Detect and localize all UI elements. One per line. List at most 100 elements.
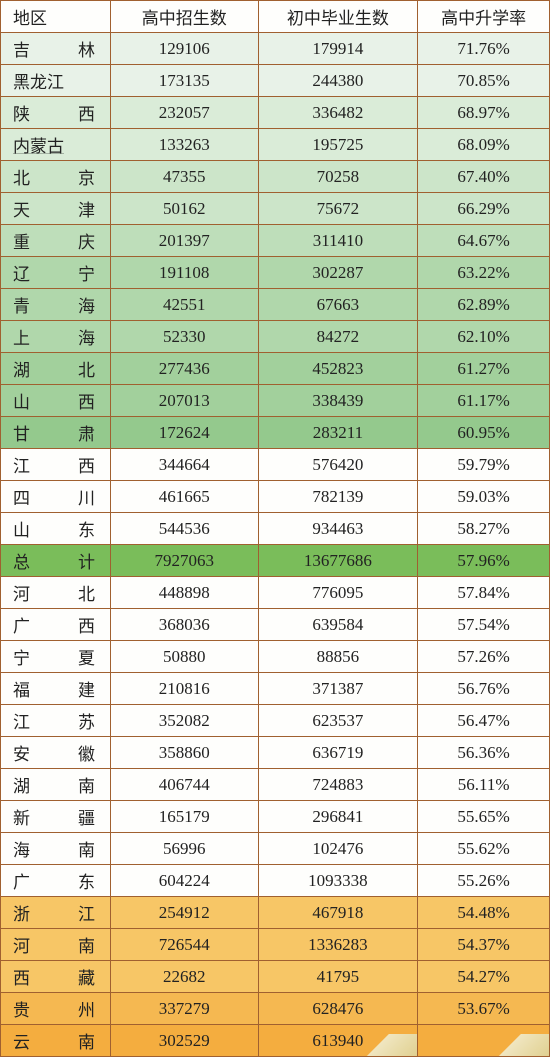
cell-grad: 296841 bbox=[258, 801, 418, 833]
cell-enroll: 604224 bbox=[110, 865, 258, 897]
cell-region: 江苏 bbox=[1, 705, 111, 737]
cell-region: 西藏 bbox=[1, 961, 111, 993]
cell-rate: 63.22% bbox=[418, 257, 550, 289]
cell-rate: 58.27% bbox=[418, 513, 550, 545]
table-row: 贵州33727962847653.67% bbox=[1, 993, 550, 1025]
cell-region: 黑龙江 bbox=[1, 65, 111, 97]
col-region: 地区 bbox=[1, 1, 111, 33]
cell-grad: 13677686 bbox=[258, 545, 418, 577]
cell-region: 贵州 bbox=[1, 993, 111, 1025]
table-row: 宁夏508808885657.26% bbox=[1, 641, 550, 673]
cell-enroll: 50162 bbox=[110, 193, 258, 225]
cell-region: 河北 bbox=[1, 577, 111, 609]
cell-rate: 54.37% bbox=[418, 929, 550, 961]
cell-rate: 64.67% bbox=[418, 225, 550, 257]
table-row: 江苏35208262353756.47% bbox=[1, 705, 550, 737]
table-row: 甘肃17262428321160.95% bbox=[1, 417, 550, 449]
cell-rate: 61.17% bbox=[418, 385, 550, 417]
cell-enroll: 165179 bbox=[110, 801, 258, 833]
cell-grad: 75672 bbox=[258, 193, 418, 225]
cell-region: 广东 bbox=[1, 865, 111, 897]
table-row: 安徽35886063671956.36% bbox=[1, 737, 550, 769]
cell-enroll: 210816 bbox=[110, 673, 258, 705]
enrollment-rate-table: 地区 高中招生数 初中毕业生数 高中升学率 吉林12910617991471.7… bbox=[0, 0, 550, 1057]
table-row: 山东54453693446358.27% bbox=[1, 513, 550, 545]
table-row: 西藏226824179554.27% bbox=[1, 961, 550, 993]
cell-rate bbox=[418, 1025, 550, 1057]
cell-enroll: 201397 bbox=[110, 225, 258, 257]
cell-grad: 1336283 bbox=[258, 929, 418, 961]
table-row: 新疆16517929684155.65% bbox=[1, 801, 550, 833]
cell-rate: 53.67% bbox=[418, 993, 550, 1025]
cell-region: 四川 bbox=[1, 481, 111, 513]
cell-enroll: 544536 bbox=[110, 513, 258, 545]
cell-grad: 724883 bbox=[258, 769, 418, 801]
cell-grad: 338439 bbox=[258, 385, 418, 417]
cell-region: 河南 bbox=[1, 929, 111, 961]
cell-rate: 60.95% bbox=[418, 417, 550, 449]
cell-rate: 70.85% bbox=[418, 65, 550, 97]
cell-grad: 1093338 bbox=[258, 865, 418, 897]
cell-region: 辽宁 bbox=[1, 257, 111, 289]
cell-grad: 179914 bbox=[258, 33, 418, 65]
cell-enroll: 7927063 bbox=[110, 545, 258, 577]
table-row: 湖南40674472488356.11% bbox=[1, 769, 550, 801]
cell-region: 山东 bbox=[1, 513, 111, 545]
table-row: 四川46166578213959.03% bbox=[1, 481, 550, 513]
cell-enroll: 42551 bbox=[110, 289, 258, 321]
cell-enroll: 22682 bbox=[110, 961, 258, 993]
table-row: 湖北27743645282361.27% bbox=[1, 353, 550, 385]
cell-region: 青海 bbox=[1, 289, 111, 321]
cell-grad: 639584 bbox=[258, 609, 418, 641]
table-row: 吉林12910617991471.76% bbox=[1, 33, 550, 65]
table-row: 总计79270631367768657.96% bbox=[1, 545, 550, 577]
cell-enroll: 337279 bbox=[110, 993, 258, 1025]
cell-grad: 336482 bbox=[258, 97, 418, 129]
table-row: 海南5699610247655.62% bbox=[1, 833, 550, 865]
cell-grad: 88856 bbox=[258, 641, 418, 673]
cell-grad: 244380 bbox=[258, 65, 418, 97]
cell-enroll: 277436 bbox=[110, 353, 258, 385]
cell-grad: 613940 bbox=[258, 1025, 418, 1057]
cell-rate: 57.26% bbox=[418, 641, 550, 673]
cell-enroll: 461665 bbox=[110, 481, 258, 513]
cell-region: 上海 bbox=[1, 321, 111, 353]
cell-region: 天津 bbox=[1, 193, 111, 225]
cell-rate: 55.26% bbox=[418, 865, 550, 897]
cell-enroll: 191108 bbox=[110, 257, 258, 289]
cell-rate: 56.11% bbox=[418, 769, 550, 801]
table-row: 内蒙古13326319572568.09% bbox=[1, 129, 550, 161]
cell-rate: 57.84% bbox=[418, 577, 550, 609]
table-row: 上海523308427262.10% bbox=[1, 321, 550, 353]
table-row: 天津501627567266.29% bbox=[1, 193, 550, 225]
col-rate: 高中升学率 bbox=[418, 1, 550, 33]
cell-rate: 71.76% bbox=[418, 33, 550, 65]
col-enroll: 高中招生数 bbox=[110, 1, 258, 33]
cell-region: 湖南 bbox=[1, 769, 111, 801]
cell-enroll: 358860 bbox=[110, 737, 258, 769]
cell-rate: 54.27% bbox=[418, 961, 550, 993]
cell-rate: 57.54% bbox=[418, 609, 550, 641]
cell-enroll: 133263 bbox=[110, 129, 258, 161]
table-row: 青海425516766362.89% bbox=[1, 289, 550, 321]
cell-grad: 70258 bbox=[258, 161, 418, 193]
cell-grad: 302287 bbox=[258, 257, 418, 289]
cell-grad: 67663 bbox=[258, 289, 418, 321]
cell-rate: 56.76% bbox=[418, 673, 550, 705]
table-row: 重庆20139731141064.67% bbox=[1, 225, 550, 257]
cell-grad: 776095 bbox=[258, 577, 418, 609]
table-row: 江西34466457642059.79% bbox=[1, 449, 550, 481]
table-row: 广西36803663958457.54% bbox=[1, 609, 550, 641]
cell-region: 重庆 bbox=[1, 225, 111, 257]
cell-enroll: 726544 bbox=[110, 929, 258, 961]
table-row: 广东604224109333855.26% bbox=[1, 865, 550, 897]
table-row: 辽宁19110830228763.22% bbox=[1, 257, 550, 289]
table-row: 福建21081637138756.76% bbox=[1, 673, 550, 705]
cell-enroll: 368036 bbox=[110, 609, 258, 641]
cell-region: 福建 bbox=[1, 673, 111, 705]
table-row: 北京473557025867.40% bbox=[1, 161, 550, 193]
cell-enroll: 52330 bbox=[110, 321, 258, 353]
cell-region: 吉林 bbox=[1, 33, 111, 65]
cell-rate: 66.29% bbox=[418, 193, 550, 225]
cell-rate: 68.97% bbox=[418, 97, 550, 129]
